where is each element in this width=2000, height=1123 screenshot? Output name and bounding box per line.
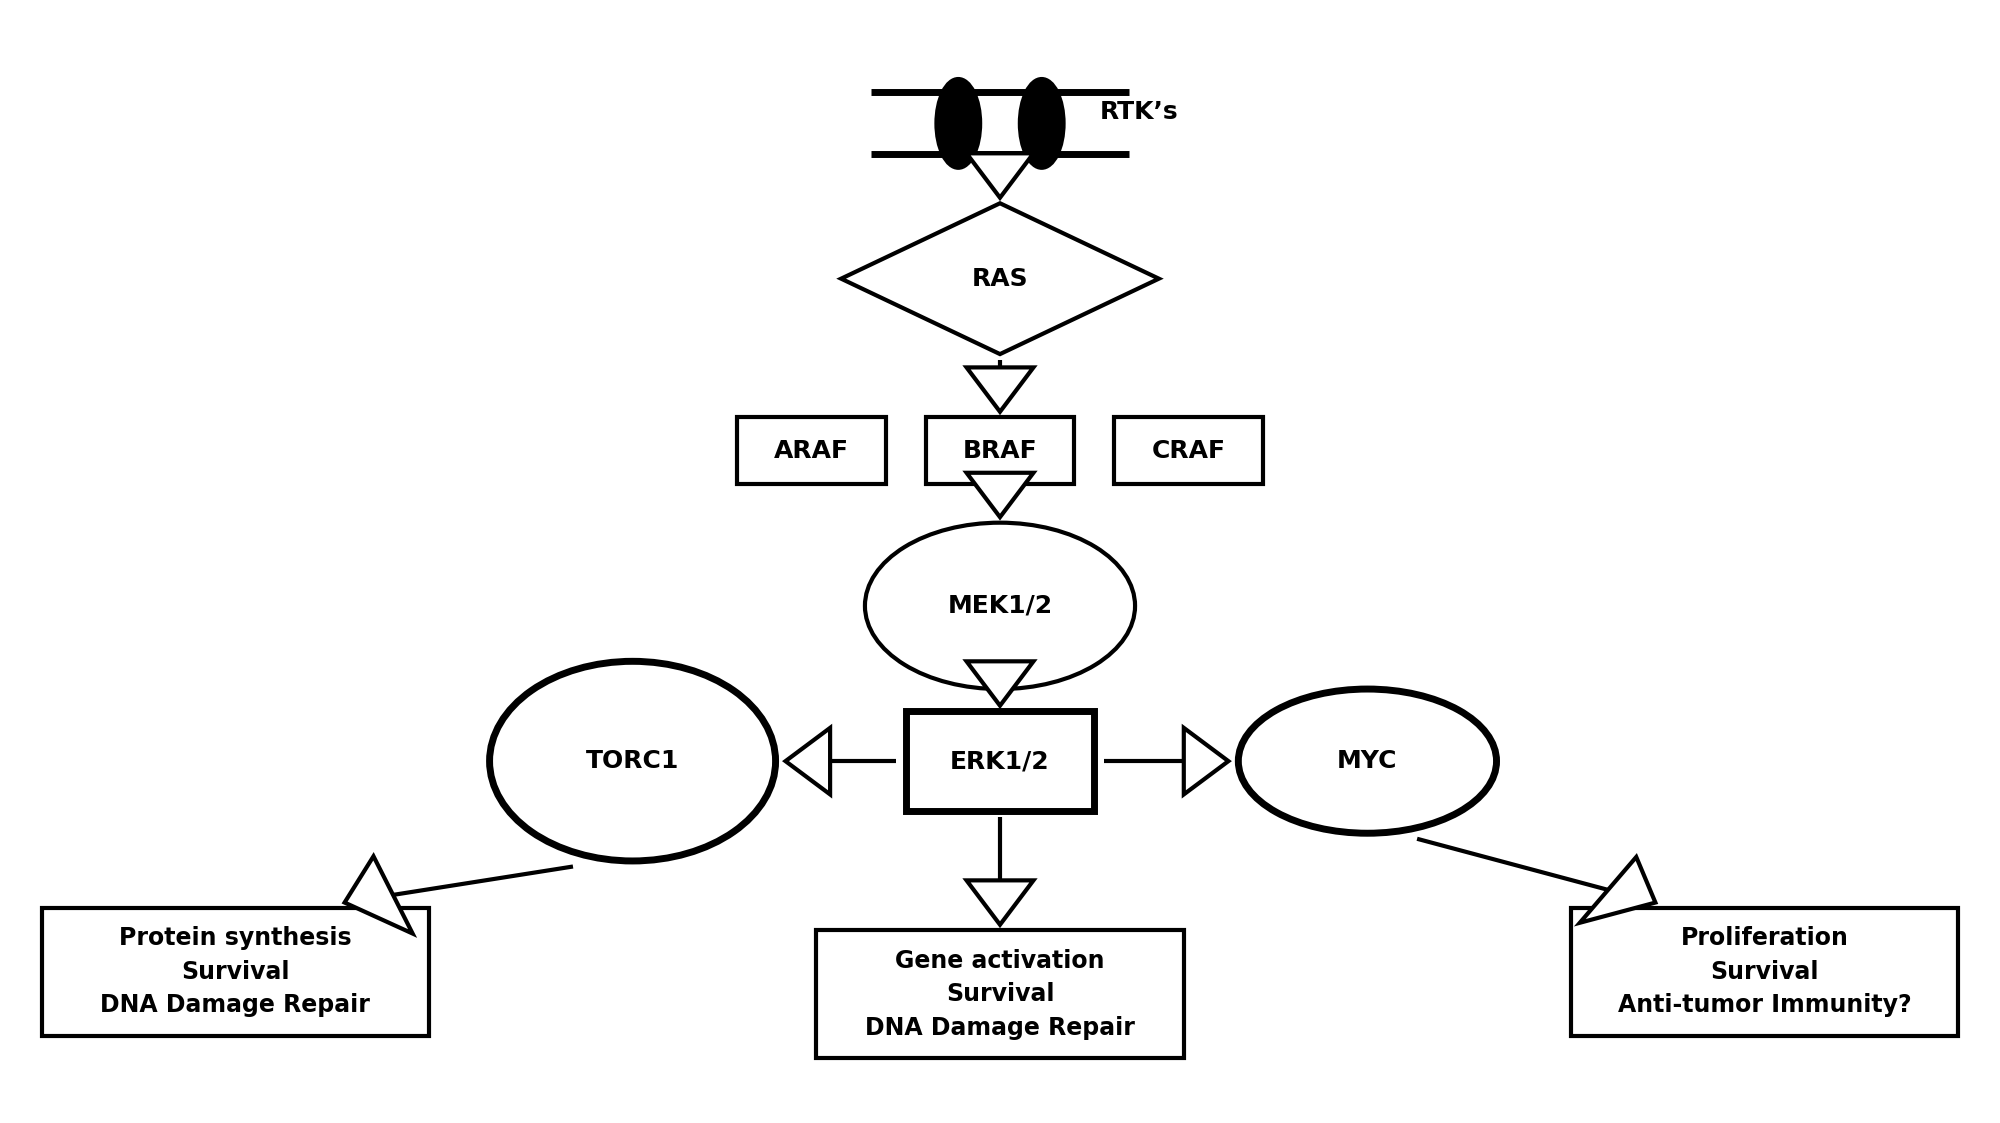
- Ellipse shape: [1020, 79, 1064, 167]
- Text: CRAF: CRAF: [1152, 439, 1226, 463]
- Polygon shape: [344, 856, 412, 933]
- Text: MEK1/2: MEK1/2: [948, 594, 1052, 618]
- Polygon shape: [966, 473, 1034, 517]
- Text: RAS: RAS: [972, 266, 1028, 291]
- Polygon shape: [842, 203, 1158, 354]
- Polygon shape: [966, 880, 1034, 924]
- FancyBboxPatch shape: [906, 711, 1094, 811]
- FancyBboxPatch shape: [42, 909, 428, 1035]
- Polygon shape: [966, 661, 1034, 705]
- Text: RTK’s: RTK’s: [1100, 100, 1178, 125]
- Polygon shape: [1184, 728, 1228, 794]
- FancyBboxPatch shape: [816, 930, 1184, 1058]
- Polygon shape: [1580, 857, 1656, 923]
- Text: MYC: MYC: [1338, 749, 1398, 773]
- Text: BRAF: BRAF: [962, 439, 1038, 463]
- Text: Proliferation
Survival
Anti-tumor Immunity?: Proliferation Survival Anti-tumor Immuni…: [1618, 926, 1912, 1017]
- FancyBboxPatch shape: [1114, 418, 1264, 484]
- FancyBboxPatch shape: [736, 418, 886, 484]
- Text: TORC1: TORC1: [586, 749, 680, 773]
- Text: ERK1/2: ERK1/2: [950, 749, 1050, 773]
- Text: Gene activation
Survival
DNA Damage Repair: Gene activation Survival DNA Damage Repa…: [866, 949, 1134, 1040]
- Text: ARAF: ARAF: [774, 439, 848, 463]
- Polygon shape: [966, 367, 1034, 412]
- Ellipse shape: [490, 661, 776, 861]
- FancyBboxPatch shape: [1572, 909, 1958, 1035]
- Ellipse shape: [936, 79, 980, 167]
- Polygon shape: [786, 728, 830, 794]
- Polygon shape: [966, 154, 1034, 198]
- FancyBboxPatch shape: [926, 418, 1074, 484]
- Text: Protein synthesis
Survival
DNA Damage Repair: Protein synthesis Survival DNA Damage Re…: [100, 926, 370, 1017]
- Ellipse shape: [1238, 690, 1496, 833]
- Ellipse shape: [864, 522, 1136, 690]
